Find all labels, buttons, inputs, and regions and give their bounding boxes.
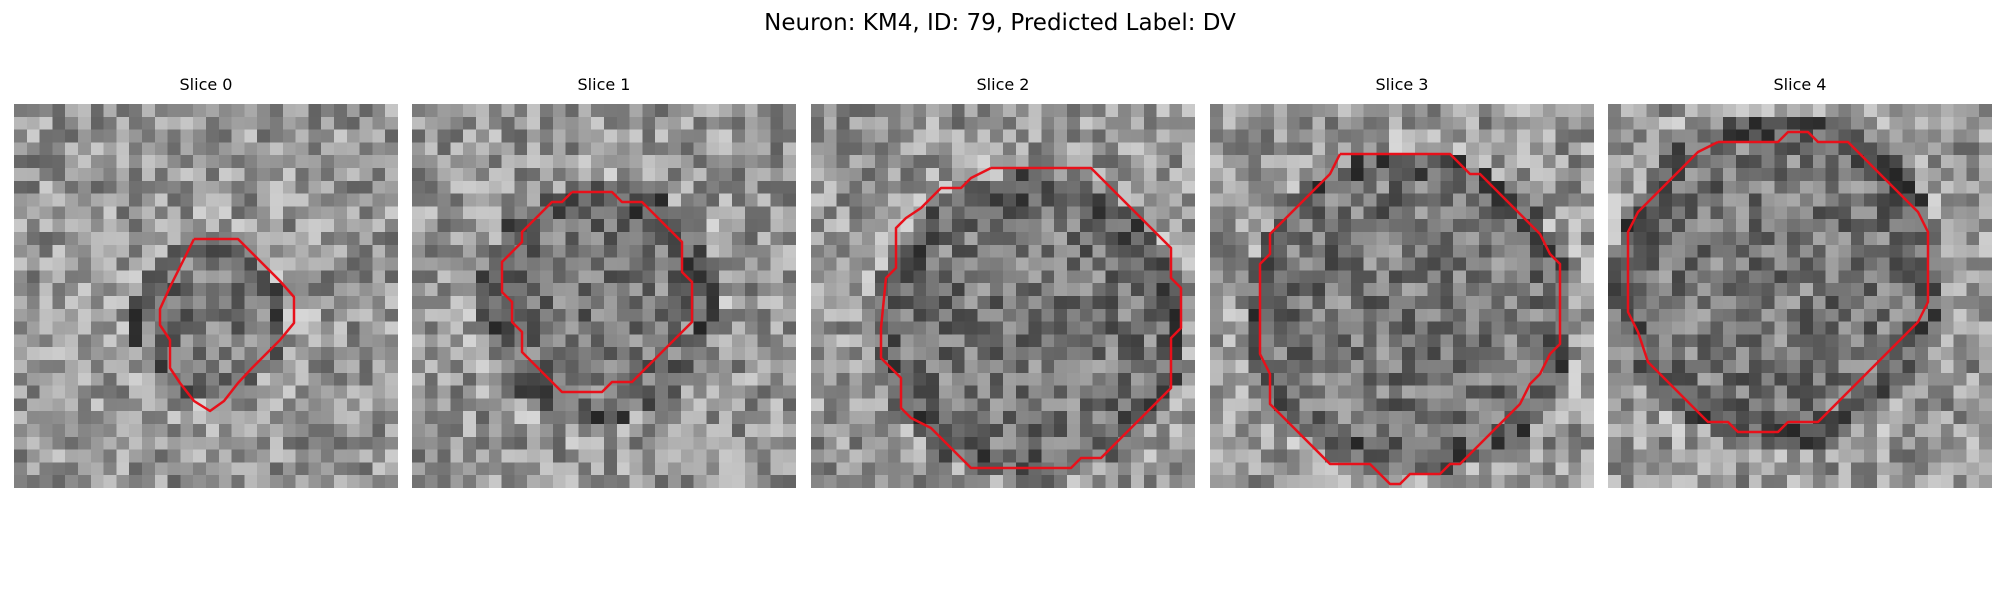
slice-title: Slice 0 <box>179 75 233 94</box>
slice-title: Slice 4 <box>1773 75 1827 94</box>
slice-image <box>14 104 398 488</box>
slice-image <box>1210 104 1594 488</box>
slice-image <box>412 104 796 488</box>
slice-panel: Slice 2 <box>811 75 1195 488</box>
cell-contour <box>1258 152 1562 486</box>
slice-title: Slice 1 <box>577 75 631 94</box>
slice-panel: Slice 3 <box>1210 75 1594 488</box>
slice-title: Slice 3 <box>1375 75 1429 94</box>
contour-line <box>1626 130 1930 434</box>
cell-contour <box>1626 130 1930 434</box>
cell-contour <box>500 190 694 394</box>
contour-line <box>879 166 1183 470</box>
slice-panel: Slice 4 <box>1608 75 1992 488</box>
cell-contour <box>158 237 296 413</box>
contour-line <box>1258 152 1562 486</box>
slice-panel: Slice 1 <box>412 75 796 488</box>
cell-contour <box>879 166 1183 470</box>
slice-panel: Slice 0 <box>14 75 398 488</box>
contour-line <box>158 237 296 413</box>
contour-line <box>500 190 694 394</box>
figure-title: Neuron: KM4, ID: 79, Predicted Label: DV <box>764 10 1236 36</box>
slice-title: Slice 2 <box>976 75 1030 94</box>
